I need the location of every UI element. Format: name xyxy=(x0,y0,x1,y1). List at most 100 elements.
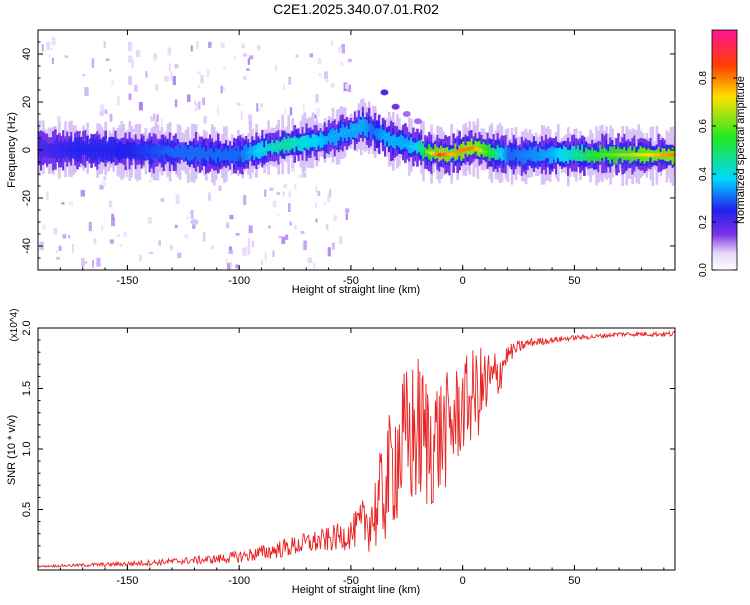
noise-speckle xyxy=(111,217,115,227)
noise-speckle xyxy=(240,110,243,120)
ridge-point xyxy=(360,125,367,129)
noise-speckle xyxy=(242,76,247,80)
x-tick-label: 50 xyxy=(568,575,580,587)
noise-speckle xyxy=(288,76,292,85)
noise-speckle xyxy=(256,103,259,112)
noise-speckle xyxy=(268,225,271,229)
band-cell xyxy=(581,144,584,162)
noise-speckle xyxy=(323,71,328,80)
noise-speckle xyxy=(274,64,278,71)
x-tick-label: -100 xyxy=(228,575,250,587)
ridge-point xyxy=(637,153,646,157)
ridge-point xyxy=(188,151,194,156)
noise-speckle xyxy=(303,240,307,250)
noise-speckle xyxy=(282,84,285,90)
noise-speckle xyxy=(225,259,228,264)
noise-speckle xyxy=(331,242,335,250)
ridge-point xyxy=(667,153,672,157)
ridge-point xyxy=(651,153,656,157)
band-cell xyxy=(402,136,405,149)
noise-speckle xyxy=(101,180,106,186)
noise-speckle xyxy=(208,192,211,201)
colorbar-tick-label: 0.2 xyxy=(698,215,709,229)
band-cell xyxy=(615,149,618,165)
noise-speckle xyxy=(192,221,196,229)
noise-speckle xyxy=(300,231,305,234)
colorbar-tick-label: 0.6 xyxy=(698,119,709,133)
noise-speckle xyxy=(345,208,350,213)
band-cell xyxy=(82,141,85,156)
noise-speckle xyxy=(56,256,60,260)
noise-speckle xyxy=(105,58,110,61)
ridge-point xyxy=(381,135,387,140)
noise-speckle xyxy=(315,94,319,103)
band-cell xyxy=(146,144,150,154)
noise-speckle xyxy=(99,110,104,117)
noise-speckle xyxy=(261,259,264,266)
band-cell xyxy=(263,147,266,156)
ridge-point xyxy=(199,152,207,156)
band-cell xyxy=(528,147,532,160)
noise-speckle xyxy=(347,58,352,63)
noise-speckle xyxy=(155,84,159,91)
noise-speckle xyxy=(302,103,305,111)
noise-speckle xyxy=(235,264,239,269)
noise-speckle xyxy=(223,67,226,70)
band-cell xyxy=(557,148,560,158)
ridge-point xyxy=(204,152,210,157)
noise-speckle xyxy=(318,73,322,77)
noise-speckle xyxy=(83,261,88,264)
ridge-point xyxy=(273,145,278,149)
noise-speckle xyxy=(218,185,222,192)
spectrogram-y-label: Frequency (Hz) xyxy=(6,112,18,188)
noise-speckle xyxy=(272,250,275,258)
noise-speckle xyxy=(278,235,282,238)
ridge-point xyxy=(561,153,569,157)
noise-speckle xyxy=(249,55,254,60)
x-tick-label: -150 xyxy=(116,275,138,287)
isolated-blob xyxy=(380,89,389,96)
ridge-point xyxy=(465,147,472,151)
band-cell xyxy=(456,149,459,160)
noise-speckle xyxy=(153,57,157,61)
y-tick-label: -20 xyxy=(21,190,33,206)
noise-speckle xyxy=(156,114,159,122)
colorbar-tick-label: 0.8 xyxy=(698,71,709,85)
noise-speckle xyxy=(109,69,112,72)
y-tick-label: -40 xyxy=(21,238,33,254)
noise-speckle xyxy=(203,116,207,124)
ridge-point xyxy=(71,148,77,152)
spectrogram-x-ticks: -150 -100 -50 0 50 xyxy=(37,30,665,287)
noise-speckle xyxy=(68,201,73,206)
noise-speckle xyxy=(331,40,333,46)
noise-speckle xyxy=(247,246,251,255)
band-cell xyxy=(176,144,180,157)
noise-speckle xyxy=(91,58,95,68)
noise-speckle xyxy=(153,113,156,122)
band-cell xyxy=(605,149,608,157)
noise-speckle xyxy=(167,47,172,56)
noise-speckle xyxy=(48,54,51,59)
band-cell xyxy=(186,149,190,161)
colorbar-gradient xyxy=(711,29,738,271)
spectrogram-ridge-core xyxy=(38,89,675,225)
noise-speckle xyxy=(41,44,44,52)
noise-speckle xyxy=(51,36,56,46)
noise-speckle xyxy=(174,64,179,69)
isolated-blob xyxy=(413,118,422,125)
ridge-point xyxy=(365,126,370,131)
ridge-point xyxy=(328,135,336,139)
isolated-blob xyxy=(402,111,411,117)
noise-speckle xyxy=(284,108,287,114)
noise-speckle xyxy=(93,238,97,244)
noise-speckle xyxy=(46,191,49,201)
noise-speckle xyxy=(291,164,295,172)
ridge-point xyxy=(623,153,628,157)
noise-speckle xyxy=(269,187,274,191)
snr-series-line xyxy=(38,330,675,569)
noise-speckle xyxy=(277,213,280,216)
band-cell xyxy=(333,130,337,146)
noise-speckle xyxy=(175,194,180,204)
ridge-point xyxy=(333,133,338,138)
band-cell xyxy=(382,129,385,140)
